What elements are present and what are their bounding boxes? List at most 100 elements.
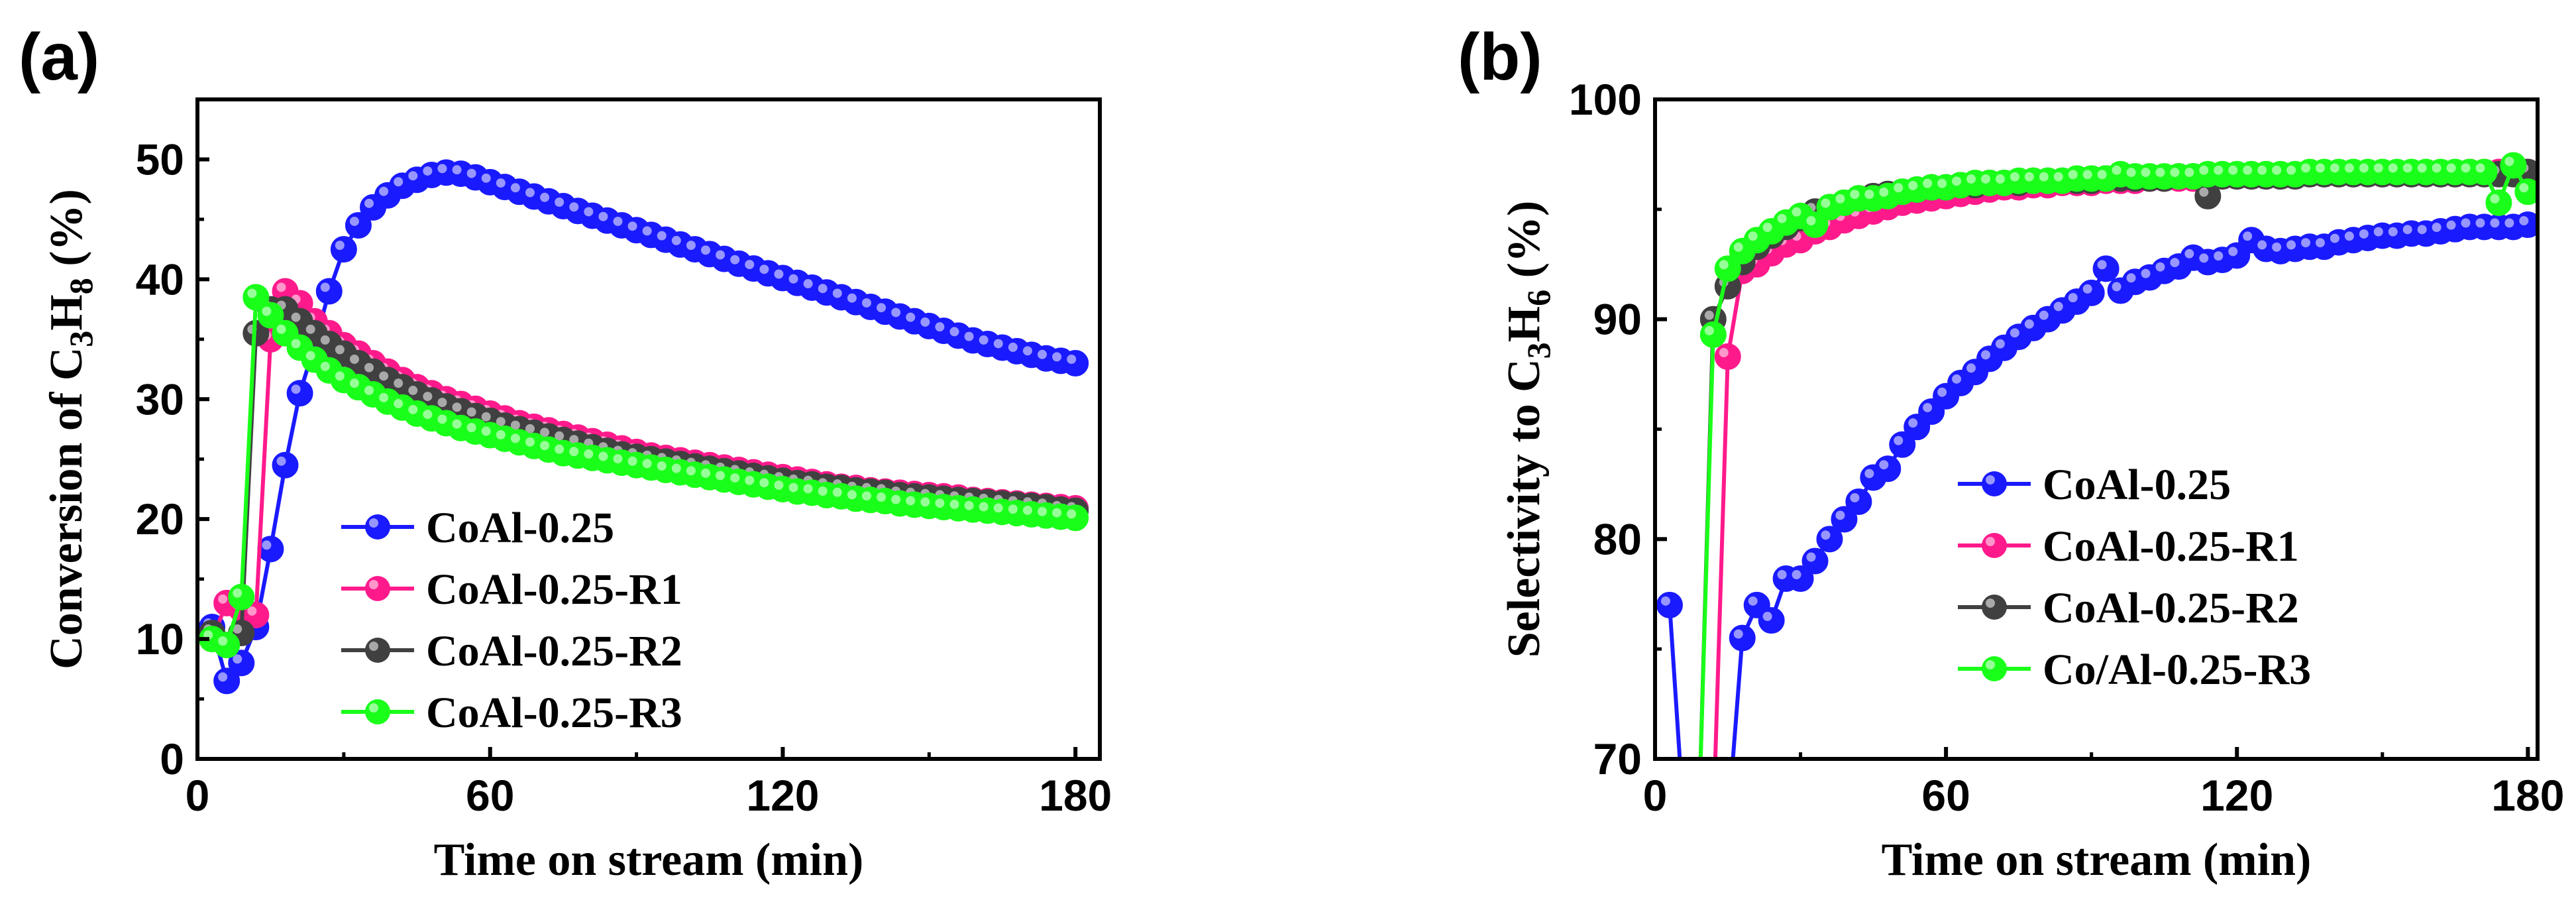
- b-point-coal-0-25: [1686, 813, 1711, 838]
- a-legend-item-coal-0-25-r3: CoAl-0.25-R3: [341, 689, 682, 737]
- a-point-highlight: [774, 269, 784, 279]
- b-point-highlight: [1792, 207, 1801, 217]
- b-y-tick-label: 90: [1593, 295, 1642, 344]
- b-point-highlight: [2330, 233, 2339, 243]
- b-point-co-al-0-25-r3: [2471, 158, 2498, 186]
- b-point-highlight: [1748, 596, 1758, 606]
- a-point-highlight: [671, 463, 681, 473]
- a-point-highlight: [364, 363, 374, 372]
- b-point-highlight: [2053, 172, 2063, 182]
- b-legend-marker-highlight: [1986, 599, 1995, 608]
- b-point-highlight: [2082, 170, 2092, 180]
- a-point-highlight: [423, 166, 433, 176]
- b-point-highlight: [1908, 418, 1918, 428]
- b-point-highlight: [2446, 163, 2456, 173]
- a-point-coal-0-25: [315, 278, 343, 305]
- b-point-highlight: [2053, 302, 2063, 312]
- a-point-highlight: [949, 327, 959, 337]
- a-point-highlight: [788, 483, 798, 492]
- a-legend-item-coal-0-25-r1: CoAl-0.25-R1: [341, 565, 682, 614]
- b-point-coal-0-25-r1: [1686, 813, 1711, 838]
- b-point-highlight: [2417, 225, 2427, 235]
- b-point-coal-0-25-r1: [1714, 343, 1741, 371]
- b-point-coal-0-25-r2: [1686, 813, 1711, 838]
- b-point-highlight: [1821, 530, 1831, 540]
- b-series-coal-0-25: [1656, 211, 2538, 838]
- b-point-highlight: [1792, 570, 1801, 580]
- b-point-highlight: [2446, 220, 2456, 230]
- a-point-highlight: [891, 494, 901, 504]
- b-point-highlight: [2432, 163, 2442, 173]
- b-point-coal-0-25: [1874, 455, 1902, 483]
- b-point-highlight: [2199, 165, 2209, 175]
- a-point-highlight: [379, 392, 389, 402]
- b-point-highlight: [1821, 198, 1831, 208]
- a-point-highlight: [861, 491, 871, 501]
- a-point-highlight: [496, 429, 506, 439]
- a-point-highlight: [364, 386, 374, 396]
- b-point-highlight: [2286, 240, 2296, 250]
- a-point-highlight: [569, 202, 579, 212]
- a-point-highlight: [935, 322, 945, 332]
- b-point-highlight: [2504, 156, 2514, 166]
- a-point-coal-0-25: [1062, 350, 1089, 376]
- a-x-tick-label: 60: [466, 771, 514, 820]
- chart-a-y-axis-title: Conversion of C3H8 (%): [41, 189, 99, 669]
- a-point-coal-0-25-r3: [1062, 504, 1089, 532]
- b-legend-marker-highlight: [1986, 660, 1995, 669]
- b-point-highlight: [1690, 817, 1699, 826]
- a-x-tick-label: 0: [186, 771, 210, 820]
- b-point-co-al-0-25-r3: [2500, 152, 2527, 179]
- b-point-highlight: [1980, 350, 1990, 360]
- b-point-highlight: [2388, 227, 2398, 237]
- a-point-highlight: [408, 171, 418, 181]
- a-point-highlight: [466, 407, 476, 417]
- a-point-highlight: [847, 293, 857, 303]
- b-point-highlight: [2272, 242, 2282, 252]
- a-point-highlight: [627, 456, 637, 466]
- b-point-highlight: [1879, 460, 1889, 470]
- a-point-highlight: [262, 306, 272, 316]
- b-point-highlight: [2039, 172, 2049, 182]
- b-point-highlight: [1676, 817, 1685, 826]
- a-point-highlight: [993, 503, 1003, 513]
- a-point-highlight: [394, 177, 403, 187]
- a-point-highlight: [759, 264, 769, 274]
- b-point-highlight: [2024, 319, 2034, 329]
- a-point-highlight: [510, 183, 520, 193]
- a-series-coal-0-25-r3: [199, 284, 1089, 659]
- b-point-coal-0-25-r1: [1701, 813, 1726, 838]
- a-point-highlight: [1008, 342, 1018, 352]
- chart-a-legend: CoAl-0.25 CoAl-0.25-R1 CoAl-0.25-R2 CoAl-0.…: [341, 504, 682, 737]
- a-y-tick-label: 10: [136, 614, 184, 663]
- a-y-tick-label: 40: [136, 255, 184, 304]
- b-point-coal-0-25: [1656, 591, 1683, 618]
- a-point-highlight: [525, 424, 535, 433]
- a-point-highlight: [832, 288, 842, 298]
- b-point-highlight: [1719, 260, 1729, 270]
- a-legend-marker-highlight: [369, 703, 378, 713]
- chart-a-ticks: 0 60 120 180 0 10 20 30 40 50: [136, 135, 1112, 820]
- b-point-highlight: [2228, 247, 2238, 257]
- a-point-highlight: [1038, 349, 1047, 359]
- b-point-highlight: [1719, 817, 1729, 826]
- b-point-highlight: [1923, 178, 1933, 188]
- b-point-highlight: [1704, 325, 1714, 335]
- b-point-highlight: [2286, 165, 2296, 175]
- b-point-coal-0-25: [1801, 547, 1829, 575]
- a-legend-label: CoAl-0.25-R3: [426, 689, 682, 737]
- b-point-highlight: [2315, 163, 2325, 173]
- a-point-highlight: [291, 384, 301, 394]
- b-point-highlight: [2199, 253, 2209, 263]
- b-y-tick-label: 100: [1569, 75, 1642, 124]
- a-y-tick-label: 20: [136, 494, 184, 543]
- a-point-highlight: [452, 419, 462, 429]
- a-point-highlight: [1067, 355, 1077, 364]
- b-point-highlight: [2432, 223, 2442, 232]
- a-point-highlight: [1008, 504, 1018, 514]
- b-point-highlight: [2475, 163, 2485, 173]
- b-x-tick-label: 60: [1921, 771, 1970, 820]
- a-x-tick-label: 180: [1039, 771, 1112, 820]
- a-point-highlight: [701, 245, 711, 255]
- a-point-highlight: [276, 324, 286, 334]
